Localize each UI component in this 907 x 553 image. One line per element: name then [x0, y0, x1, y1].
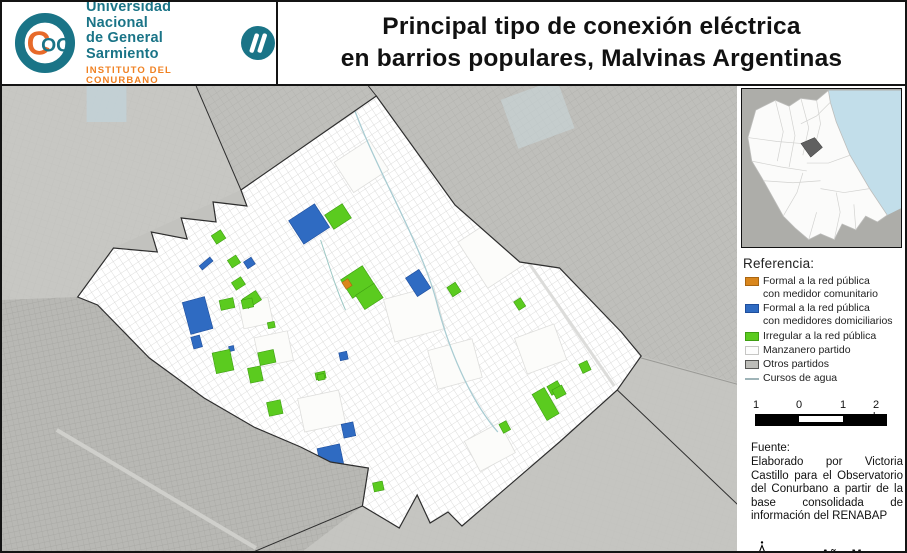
scale-label: 1 [753, 399, 760, 411]
source-body: Elaborado por Victoria Castillo para el … [751, 456, 903, 523]
legend-label: Irregular a la red pública [763, 329, 877, 342]
university-name-line1: Universidad Nacional [86, 0, 172, 31]
legend-label: Otros partidos [763, 357, 829, 370]
barrio-patch [190, 334, 203, 350]
rail-corridor-sw [55, 428, 257, 550]
barrio-patch [211, 349, 235, 374]
legend: Formal a la red pública con medidor comu… [741, 275, 902, 385]
ungs-logo-icon [241, 26, 275, 60]
legend-label: con medidores domiciliarios [763, 315, 893, 328]
legend-item-formal-comunitario: Formal a la red pública con medidor comu… [745, 275, 902, 301]
legend-label: Formal a la red pública [763, 275, 870, 287]
side-panel: Referencia: Formal a la red pública con … [737, 86, 905, 551]
barrio-patches [114, 203, 592, 493]
other-partidos-regions [2, 86, 905, 551]
barrio-patch [498, 420, 512, 434]
barrio-patch [531, 387, 560, 421]
malvinas-partido-boundary [76, 95, 642, 529]
barrio-patch [210, 229, 227, 245]
map-title: Principal tipo de conexión eléctrica en … [276, 2, 905, 84]
legend-item-formal-domiciliario: Formal a la red pública con medidores do… [745, 302, 902, 328]
legend-label: Formal a la red pública [763, 302, 870, 315]
barrio-patch [316, 372, 326, 382]
barrio-patch [288, 203, 331, 245]
barrio-patch [340, 421, 357, 439]
inset-highlight-malvinas [800, 137, 823, 158]
barrio-patch [181, 296, 214, 335]
date-label: Año: Mayo 2021 [821, 547, 902, 551]
legend-swatch-waterline [745, 377, 759, 380]
institute-name: INSTITUTO DEL CONURBANO [86, 64, 172, 86]
scale-label: 1 [840, 399, 847, 411]
scale-label: 0 [796, 399, 803, 411]
barrio-patch [257, 349, 277, 366]
source-block: Fuente: Elaborado por Victoria Castillo … [751, 442, 903, 524]
barrio-patch [226, 254, 242, 269]
water-tinted-blocks [86, 86, 127, 122]
legend-swatch-green [745, 331, 759, 341]
inset-map [741, 88, 902, 248]
scale-bar: 1 0 1 2 km [753, 399, 888, 426]
barrio-patch [341, 278, 353, 290]
logo-letters-oc: OC [41, 35, 70, 57]
legend-swatch-gray [745, 359, 759, 369]
barrio-patch [324, 203, 352, 230]
header: C OC Universidad Nacional de General Sar… [2, 2, 905, 86]
legend-item-otros-partidos: Otros partidos [745, 358, 902, 371]
ico-logo-icon: C OC [14, 12, 76, 74]
legend-item-irregular: Irregular a la red pública [745, 330, 902, 343]
inset-map-svg [742, 89, 901, 246]
barrio-patch [372, 480, 385, 493]
barrio-patch [243, 256, 256, 270]
compass-rose-icon [759, 541, 765, 551]
map-title-line2: en barrios populares, Malvinas Argentina… [340, 45, 843, 72]
map-title-line1: Principal tipo de conexión eléctrica [382, 13, 801, 41]
barrio-patch [551, 384, 567, 400]
legend-swatch-white [745, 345, 759, 355]
barrio-patch [405, 269, 432, 297]
university-name: Universidad Nacional de General Sarmient… [86, 0, 234, 86]
barrio-patch [218, 297, 236, 311]
legend-item-cursos-agua: Cursos de agua [745, 372, 902, 385]
legend-swatch-orange [745, 277, 759, 286]
university-name-line2: de General Sarmiento [86, 30, 163, 62]
barrio-patch [266, 320, 276, 330]
barrio-patch [446, 281, 462, 298]
barrio-patch [355, 282, 384, 311]
legend-title: Referencia: [743, 256, 815, 271]
university-logo: C OC Universidad Nacional de General Sar… [2, 0, 276, 86]
barrio-patch [266, 399, 284, 417]
bottom-row: Año: Mayo 2021 [743, 538, 902, 551]
legend-swatch-blue [745, 304, 759, 314]
inset-river [828, 90, 901, 216]
main-map [2, 86, 905, 551]
barrio-patch [578, 360, 592, 374]
legend-label: con medidor comunitario [763, 288, 878, 301]
inset-municipal-borders [747, 98, 870, 240]
barrio-patch [247, 365, 264, 384]
barrio-patch [231, 276, 246, 291]
legend-label: Manzanero partido [763, 343, 851, 356]
barrio-patch [338, 350, 349, 362]
barrio-patch [198, 256, 214, 271]
logo-letter-c: C [27, 25, 51, 62]
legend-item-manzanero: Manzanero partido [745, 344, 902, 357]
legend-label: Cursos de agua [763, 371, 838, 384]
scale-bar-graphic [755, 414, 887, 426]
barrio-patch [513, 297, 527, 311]
source-title: Fuente: [751, 442, 790, 454]
scale-bar-labels: 1 0 1 2 km [753, 399, 888, 423]
barrio-patch [240, 297, 255, 310]
